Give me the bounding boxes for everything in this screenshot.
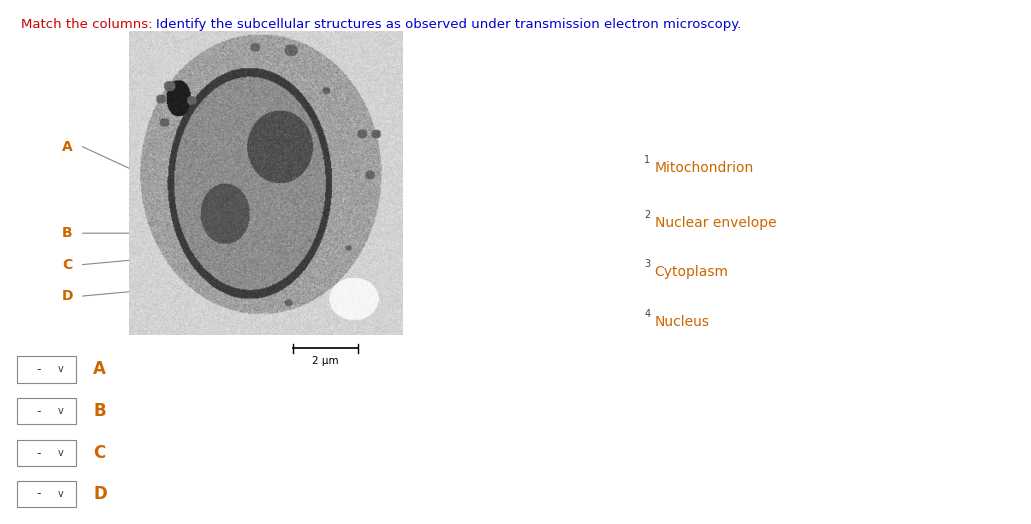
Text: 2: 2 <box>644 210 651 220</box>
Text: 1: 1 <box>644 155 651 165</box>
Text: v: v <box>58 406 64 417</box>
Text: -: - <box>36 405 40 418</box>
Text: v: v <box>58 488 64 499</box>
Text: Nuclear envelope: Nuclear envelope <box>655 216 776 230</box>
Text: B: B <box>62 226 72 240</box>
Text: D: D <box>93 485 107 503</box>
Text: -: - <box>36 487 40 500</box>
FancyBboxPatch shape <box>16 356 76 383</box>
Text: 4: 4 <box>644 309 651 319</box>
Text: Identify the subcellular structures as observed under transmission electron micr: Identify the subcellular structures as o… <box>157 18 741 31</box>
Text: Mitochondrion: Mitochondrion <box>655 161 754 174</box>
Text: A: A <box>93 361 106 378</box>
Text: Match the columns:: Match the columns: <box>21 18 157 31</box>
Text: -: - <box>36 447 40 460</box>
Text: C: C <box>93 444 105 462</box>
Text: A: A <box>62 140 72 154</box>
Text: B: B <box>93 402 106 420</box>
FancyBboxPatch shape <box>16 481 76 507</box>
Text: 2 μm: 2 μm <box>312 356 339 366</box>
FancyBboxPatch shape <box>16 398 76 424</box>
Text: v: v <box>58 448 64 458</box>
Text: 3: 3 <box>644 259 651 269</box>
FancyBboxPatch shape <box>16 440 76 466</box>
Text: v: v <box>58 364 64 375</box>
Text: C: C <box>62 258 72 271</box>
Text: Nucleus: Nucleus <box>655 315 709 329</box>
Text: D: D <box>61 289 73 303</box>
Text: Cytoplasm: Cytoplasm <box>655 266 729 279</box>
Text: -: - <box>36 363 40 376</box>
